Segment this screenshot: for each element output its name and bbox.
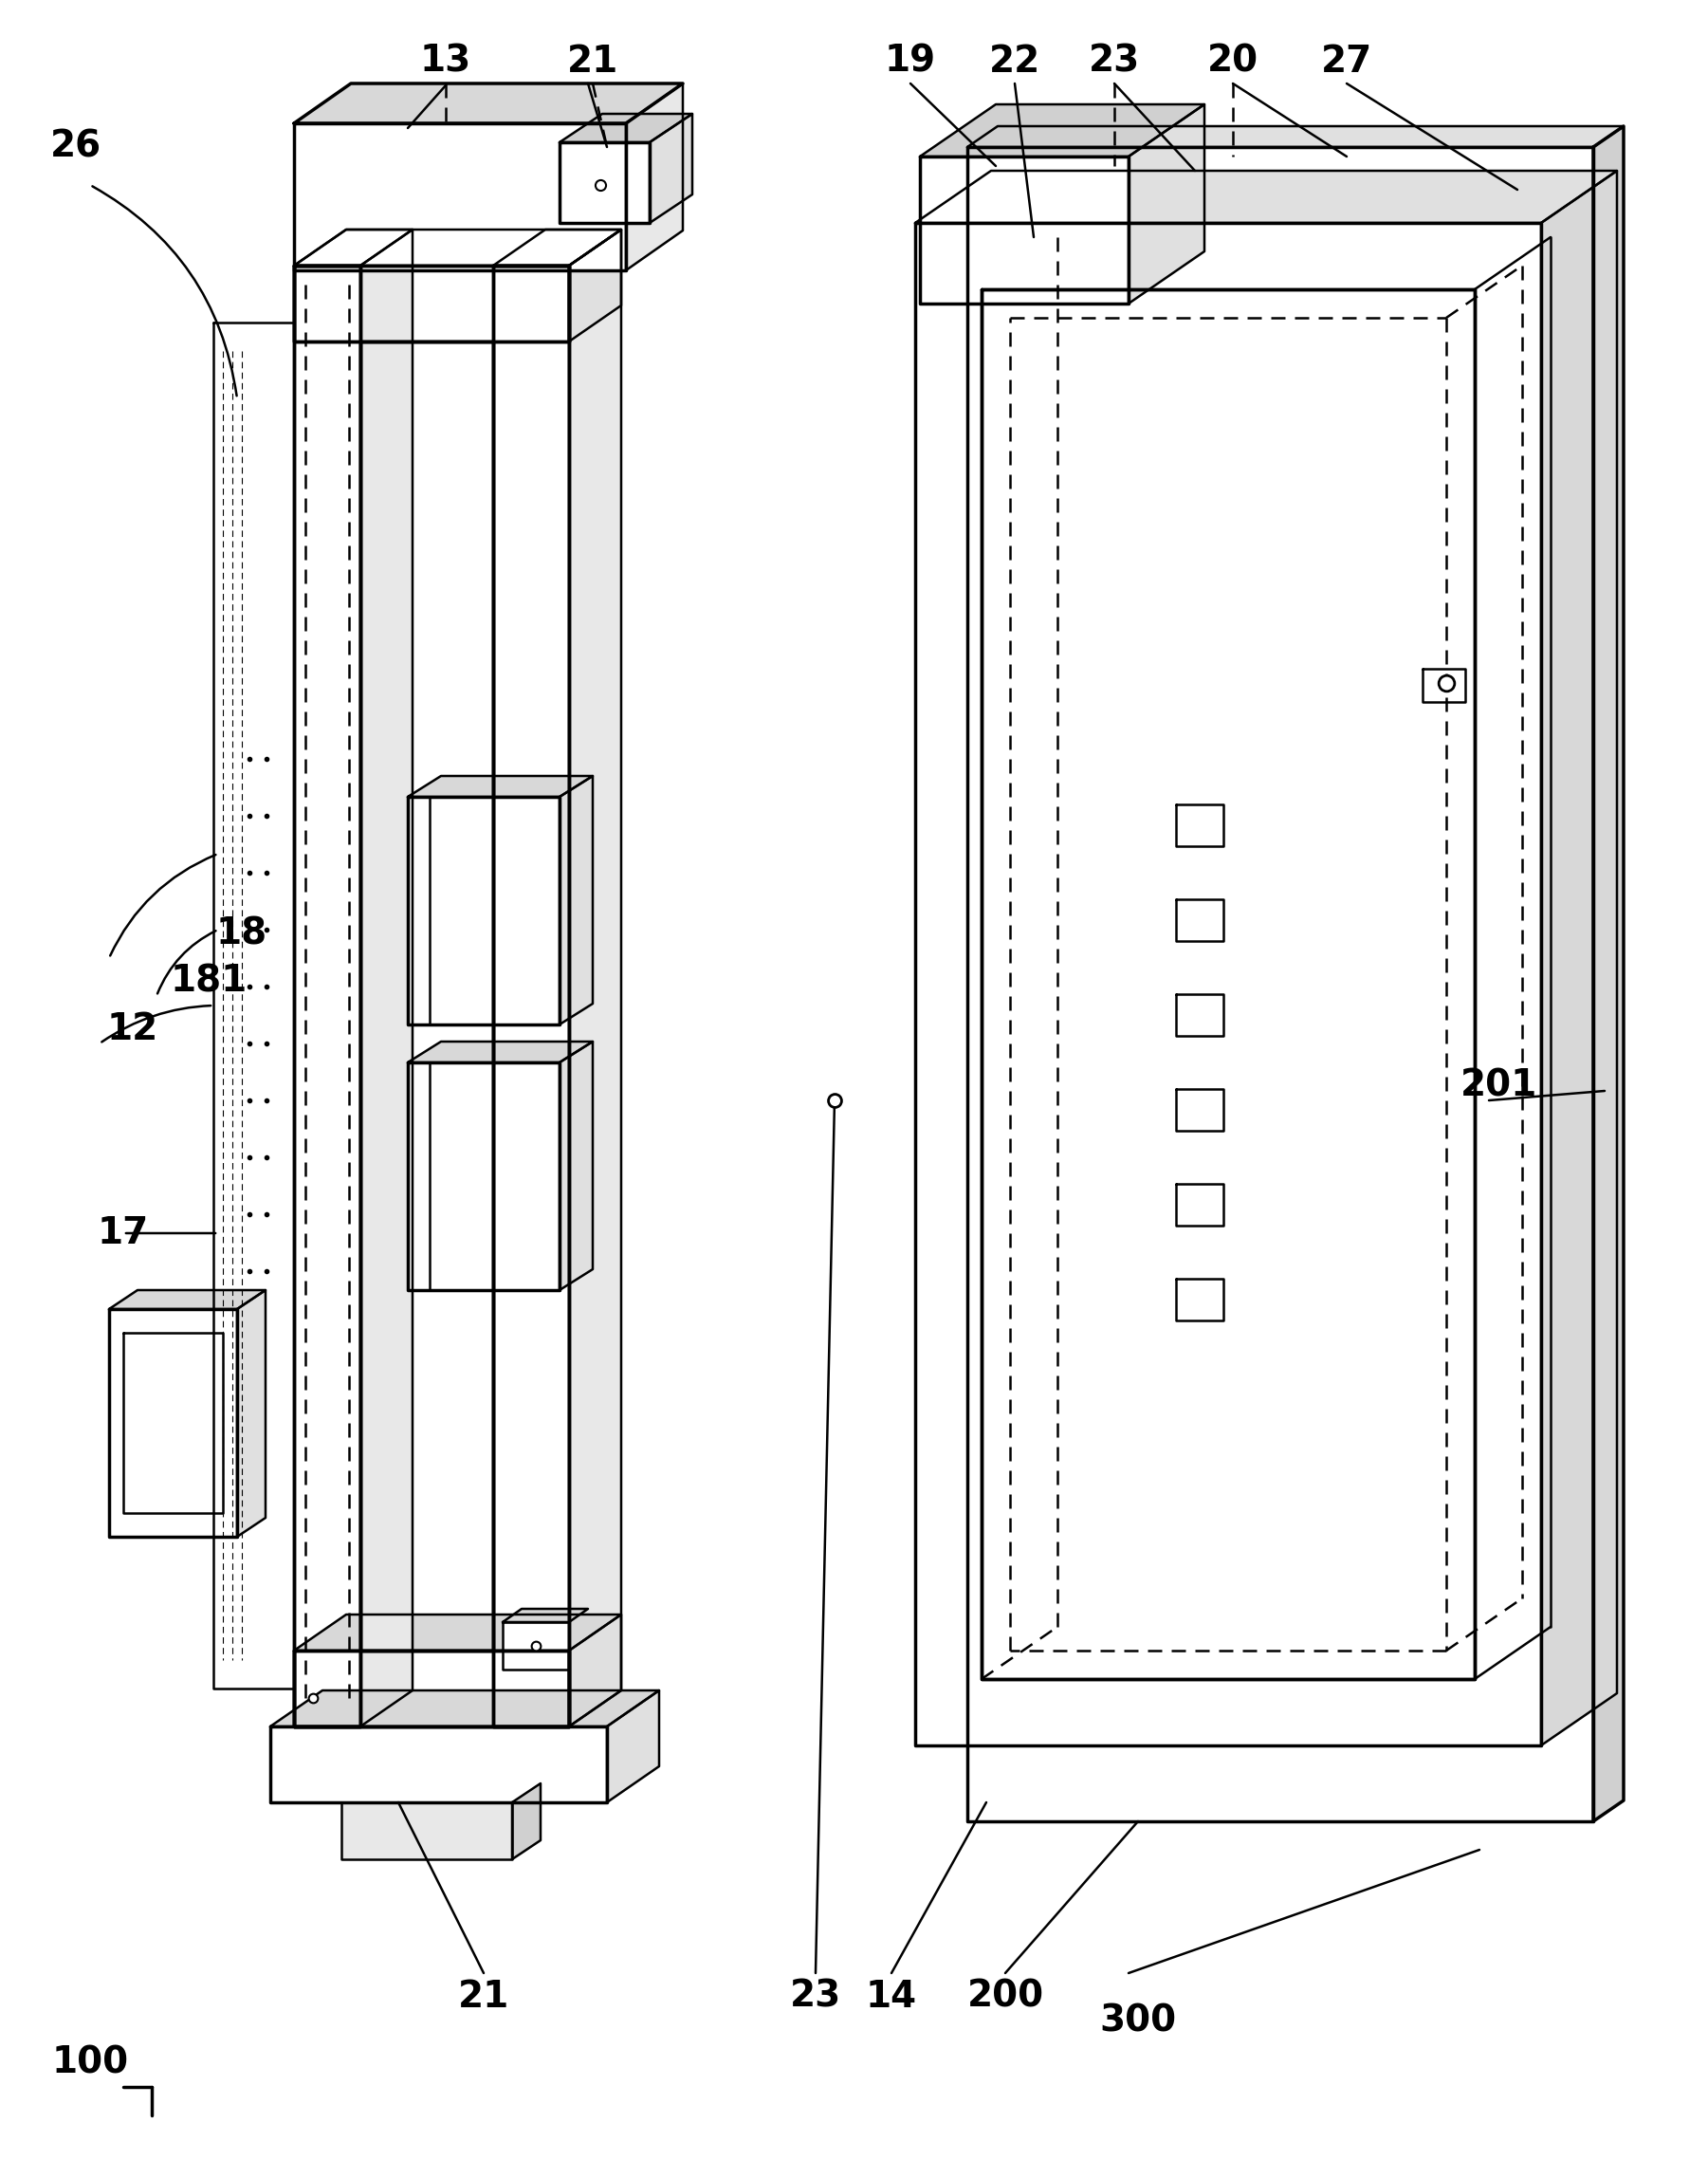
Text: 27: 27	[1320, 44, 1373, 81]
Polygon shape	[408, 1063, 560, 1289]
Polygon shape	[982, 290, 1474, 1679]
Text: 21: 21	[567, 44, 618, 81]
Polygon shape	[1594, 126, 1624, 1821]
Polygon shape	[1541, 170, 1617, 1745]
Polygon shape	[494, 266, 569, 1727]
Text: 20: 20	[1208, 44, 1259, 81]
Polygon shape	[921, 105, 1204, 157]
Polygon shape	[967, 148, 1594, 1821]
Polygon shape	[1177, 993, 1223, 1037]
Polygon shape	[502, 1623, 569, 1671]
Polygon shape	[625, 83, 683, 270]
Polygon shape	[915, 170, 1617, 222]
Polygon shape	[294, 83, 683, 124]
Polygon shape	[270, 1690, 659, 1727]
Text: 181: 181	[171, 965, 248, 1000]
Polygon shape	[560, 1041, 593, 1289]
Polygon shape	[294, 1651, 569, 1727]
Polygon shape	[502, 1610, 588, 1623]
Text: 100: 100	[51, 2045, 128, 2082]
Polygon shape	[1423, 669, 1465, 701]
Polygon shape	[560, 142, 649, 222]
Polygon shape	[1177, 900, 1223, 941]
Text: 19: 19	[885, 44, 936, 81]
Polygon shape	[494, 229, 622, 266]
Polygon shape	[408, 797, 560, 1024]
Polygon shape	[967, 126, 1624, 148]
Text: 26: 26	[50, 129, 101, 166]
Polygon shape	[408, 775, 593, 797]
Text: 200: 200	[967, 1980, 1044, 2015]
Polygon shape	[1177, 1278, 1223, 1320]
Text: 12: 12	[108, 1011, 159, 1048]
Polygon shape	[606, 1690, 659, 1803]
Polygon shape	[915, 222, 1541, 1745]
Polygon shape	[1177, 1185, 1223, 1226]
Polygon shape	[1177, 804, 1223, 847]
Polygon shape	[109, 1309, 237, 1538]
Text: 23: 23	[1088, 44, 1139, 81]
Text: 201: 201	[1460, 1067, 1537, 1104]
Polygon shape	[294, 266, 360, 1727]
Polygon shape	[360, 229, 413, 1727]
Polygon shape	[1129, 105, 1204, 303]
Polygon shape	[270, 1727, 606, 1803]
Polygon shape	[214, 322, 294, 1688]
Polygon shape	[560, 775, 593, 1024]
Polygon shape	[342, 1803, 512, 1860]
Polygon shape	[294, 124, 625, 270]
Text: 18: 18	[217, 917, 268, 952]
Text: 14: 14	[866, 1980, 917, 2015]
Polygon shape	[294, 229, 413, 266]
Polygon shape	[512, 1784, 540, 1860]
Polygon shape	[237, 1289, 265, 1538]
Text: 17: 17	[97, 1215, 149, 1250]
Polygon shape	[294, 266, 569, 342]
Text: 23: 23	[789, 1980, 842, 2015]
Polygon shape	[294, 229, 622, 266]
Polygon shape	[921, 157, 1129, 303]
Polygon shape	[569, 229, 622, 342]
Text: 300: 300	[1100, 2002, 1177, 2039]
Polygon shape	[294, 1614, 622, 1651]
Text: 21: 21	[458, 1980, 509, 2015]
Polygon shape	[649, 113, 692, 222]
Polygon shape	[109, 1289, 265, 1309]
Text: 22: 22	[989, 44, 1040, 81]
Polygon shape	[1177, 1089, 1223, 1130]
Text: 13: 13	[420, 44, 471, 81]
Polygon shape	[569, 229, 622, 1727]
Polygon shape	[408, 1041, 593, 1063]
Polygon shape	[560, 113, 692, 142]
Polygon shape	[569, 1614, 622, 1727]
